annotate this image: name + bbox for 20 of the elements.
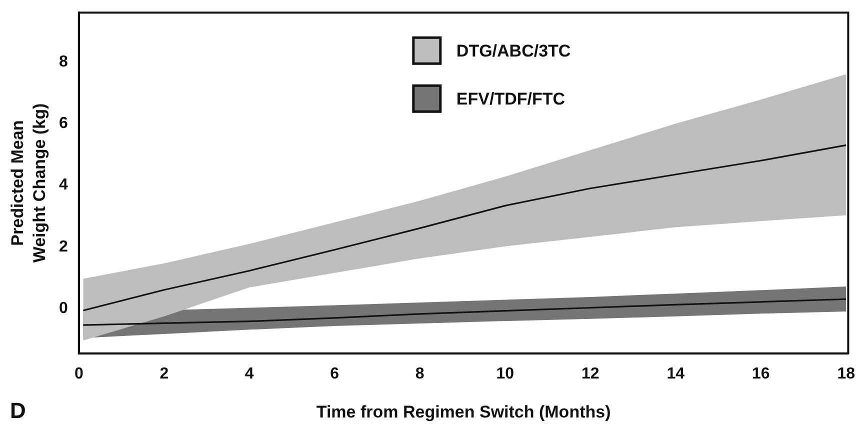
x-axis-title: Time from Regimen Switch (Months) (316, 402, 611, 422)
y-tick-label: 0 (58, 300, 68, 318)
y-axis-title: Predicted Mean Weight Change (kg) (8, 103, 49, 263)
text: D (10, 398, 26, 423)
y-tick-label: 8 (58, 53, 68, 70)
x-tick-label: 14 (666, 365, 685, 382)
y-tick-label: 4 (58, 176, 68, 194)
legend-label: EFV/TDF/FTC (456, 89, 566, 108)
x-tick-label: 16 (752, 365, 770, 382)
x-tick-label: 6 (330, 365, 340, 382)
x-tick-label: 18 (837, 365, 856, 382)
x-tick-label: 8 (415, 365, 424, 382)
x-tick-label: 10 (496, 365, 514, 382)
y-tick-label: 2 (58, 238, 68, 256)
x-tick-label: 4 (244, 365, 254, 382)
x-tick-label: 12 (581, 365, 600, 382)
y-tick-label: 6 (58, 115, 68, 132)
x-tick-label: 0 (74, 365, 84, 382)
legend-label: DTG/ABC/3TC (456, 41, 571, 60)
x-tick-label: 2 (160, 365, 169, 382)
